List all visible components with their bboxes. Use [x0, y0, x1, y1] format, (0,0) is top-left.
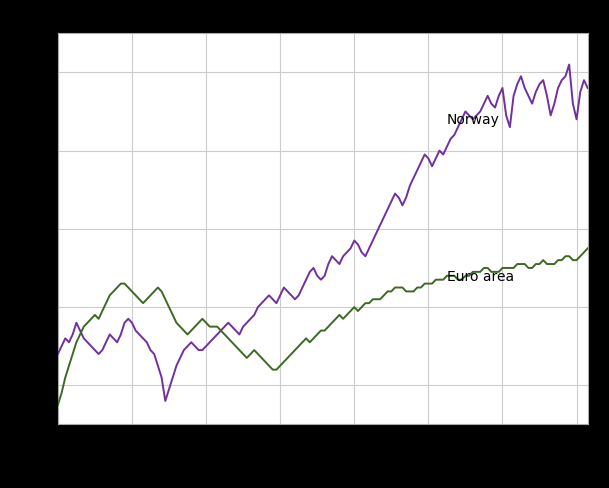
Text: Euro area: Euro area: [447, 269, 514, 283]
Text: Norway: Norway: [447, 113, 500, 127]
